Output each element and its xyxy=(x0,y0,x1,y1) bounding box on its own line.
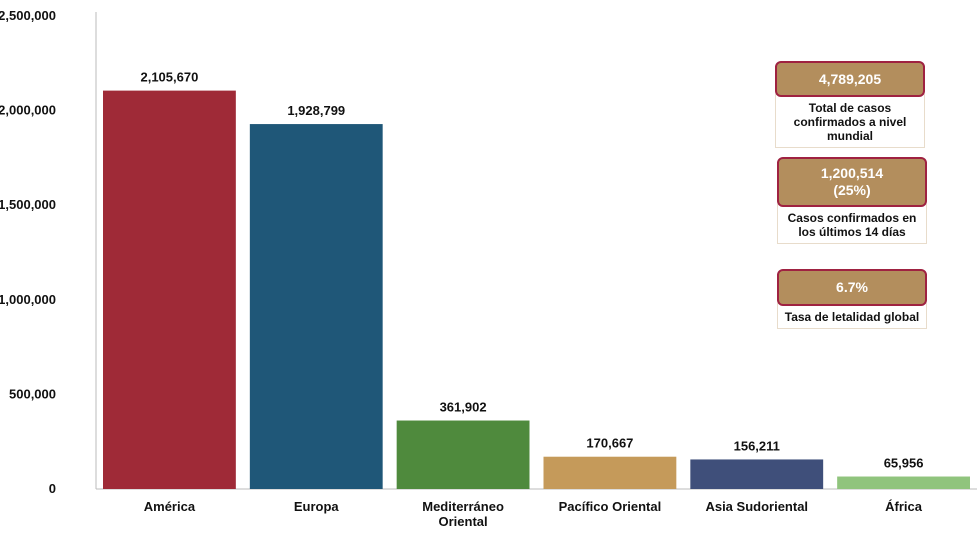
stat-total-description: Total de casos confirmados a nivel mundi… xyxy=(775,94,925,148)
category-labels: América Europa Mediterráneo Oriental Pacífic… xyxy=(144,499,923,529)
y-tick-label: 2,500,000 xyxy=(0,8,56,23)
bars xyxy=(103,90,970,489)
y-axis-ticks: 0 500,000 1,000,000 1,500,000 2,000,000 2,500… xyxy=(0,8,56,496)
y-tick-label: 500,000 xyxy=(9,386,56,401)
stat-recent-description: Casos confirmados en los últimos 14 días xyxy=(777,204,927,244)
y-tick-label: 1,500,000 xyxy=(0,197,56,212)
stat-lethality-description: Tasa de letalidad global xyxy=(777,303,927,329)
category-label: África xyxy=(885,499,923,514)
bar-value-label: 156,211 xyxy=(734,438,780,453)
category-label: Pacífico Oriental xyxy=(559,499,662,514)
bar-value-label: 65,956 xyxy=(884,456,924,471)
category-label: Europa xyxy=(294,499,340,514)
stat-recent-value: 1,200,514 (25%) xyxy=(777,157,927,207)
stat-total-value: 4,789,205 xyxy=(775,61,925,97)
bar xyxy=(249,124,383,489)
bar xyxy=(396,420,530,489)
stat-lethality-value: 6.7% xyxy=(777,269,927,306)
category-label: América xyxy=(144,499,196,514)
stat-card-total: 4,789,205 Total de casos confirmados a n… xyxy=(775,61,925,148)
y-tick-label: 0 xyxy=(49,481,56,496)
bar xyxy=(837,476,970,489)
category-label: Asia Sudoriental xyxy=(705,499,808,514)
y-tick-label: 2,000,000 xyxy=(0,103,56,118)
stat-card-recent: 1,200,514 (25%) Casos confirmados en los… xyxy=(777,157,927,244)
value-labels: 2,105,670 1,928,799 361,902 170,667 156,211 6… xyxy=(140,70,923,471)
bar-value-label: 2,105,670 xyxy=(140,70,198,85)
category-label: Mediterráneo Oriental xyxy=(422,499,504,529)
bar-value-label: 170,667 xyxy=(586,436,633,451)
bar xyxy=(103,90,236,489)
stat-recent-percent: (25%) xyxy=(833,182,871,198)
bar xyxy=(690,459,824,489)
stat-card-lethality: 6.7% Tasa de letalidad global xyxy=(777,269,927,329)
bar-value-label: 361,902 xyxy=(440,400,487,415)
y-tick-label: 1,000,000 xyxy=(0,292,56,307)
bar xyxy=(543,456,677,489)
bar-value-label: 1,928,799 xyxy=(287,103,345,118)
stat-recent-count: 1,200,514 xyxy=(820,165,884,181)
